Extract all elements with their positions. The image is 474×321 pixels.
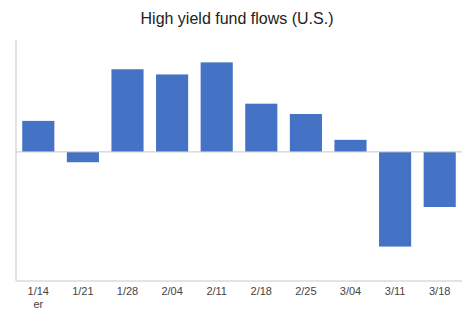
x-tick-label: 3/18 [429, 285, 450, 297]
bar [111, 69, 143, 152]
x-tick-label: 1/28 [117, 285, 138, 297]
bar [67, 152, 99, 162]
bar [424, 152, 456, 207]
bars [22, 62, 456, 246]
title: High yield fund flows (U.S.) [141, 10, 334, 27]
bar [379, 152, 411, 247]
bar [245, 104, 277, 152]
x-axis-line [16, 281, 462, 282]
x-tick-label: 2/04 [161, 285, 182, 297]
y-axis-line [16, 40, 17, 281]
chart: High yield fund flows (U.S.) 1/14er 1/21 1/… [0, 0, 474, 321]
bar [334, 140, 366, 152]
x-tick-label: 2/11 [206, 285, 227, 297]
x-tick-label: 3/11 [385, 285, 406, 297]
x-tick-label: 2/18 [251, 285, 272, 297]
bar [290, 114, 322, 152]
x-tick-label: 2/25 [295, 285, 316, 297]
x-tick-label: 1/21 [72, 285, 93, 297]
zero-line [16, 151, 462, 152]
x-tick-label: 1/14er [28, 285, 49, 310]
bar [22, 121, 54, 152]
bar [201, 62, 233, 152]
x-tick-label: 3/04 [340, 285, 361, 297]
bar [156, 74, 188, 151]
